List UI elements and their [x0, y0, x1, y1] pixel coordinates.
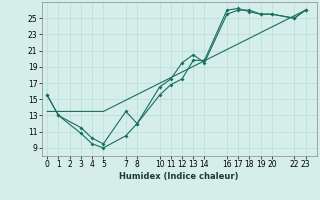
X-axis label: Humidex (Indice chaleur): Humidex (Indice chaleur): [119, 172, 239, 181]
